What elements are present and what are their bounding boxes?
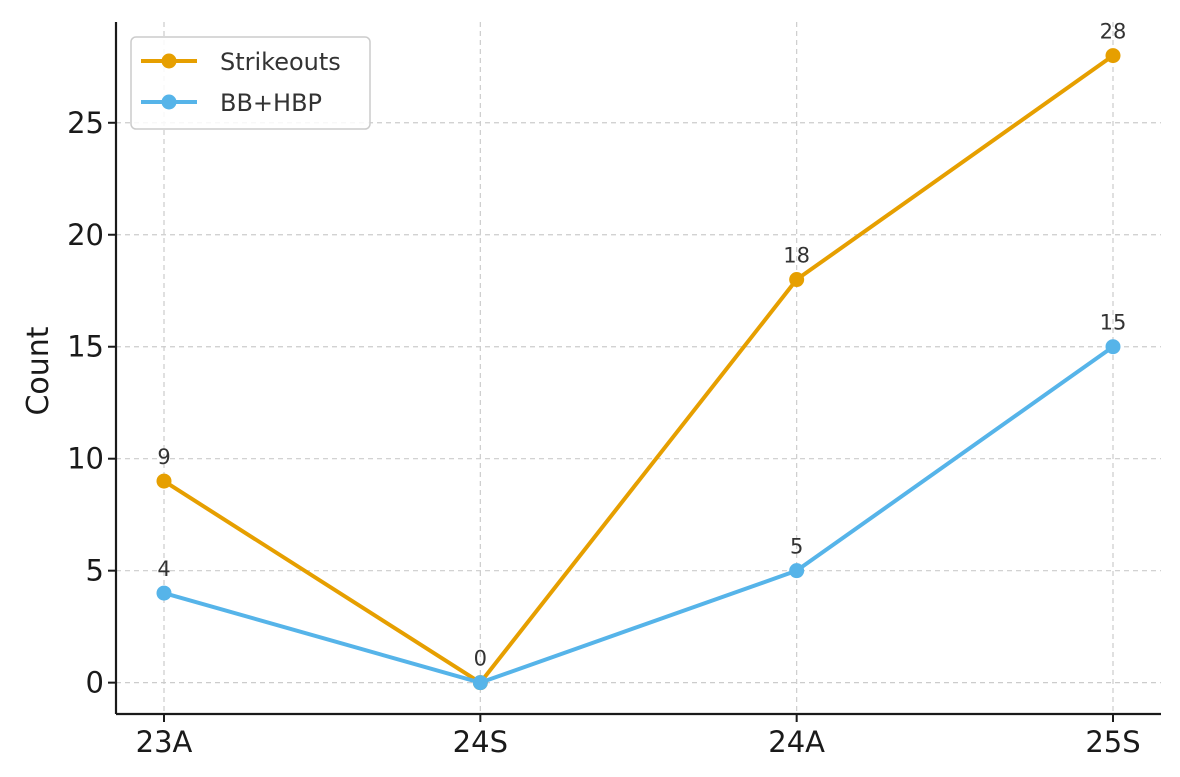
data-point-bb-hbp [789, 563, 805, 579]
y-tick-label: 5 [86, 554, 104, 588]
y-tick-label: 10 [67, 442, 104, 476]
data-point-bb-hbp [472, 675, 488, 691]
x-tick-label: 24S [453, 725, 508, 759]
legend-label-bb-hbp: BB+HBP [220, 89, 322, 117]
data-label: 4 [157, 557, 170, 581]
x-tick-label: 23A [136, 725, 193, 759]
y-tick-label: 0 [86, 666, 104, 700]
data-point-bb-hbp [156, 585, 172, 601]
data-label: 28 [1100, 20, 1127, 44]
legend: Strikeouts BB+HBP [130, 36, 371, 130]
data-label: 9 [157, 445, 170, 469]
legend-marker-bb-hbp [161, 94, 177, 110]
data-point-bb-hbp [1105, 339, 1121, 355]
legend-label-strikeouts: Strikeouts [220, 48, 341, 76]
series-layer [156, 48, 1121, 691]
data-point-strikeouts [156, 473, 172, 489]
series-line-bb-hbp [162, 344, 1115, 685]
series-line-strikeouts [162, 53, 1115, 685]
data-point-strikeouts [789, 272, 805, 288]
x-tick-label: 24A [768, 725, 825, 759]
x-tick-label: 25S [1085, 725, 1140, 759]
data-labels: 9 4 0 18 5 28 15 [157, 20, 1126, 671]
axes: 0 5 10 15 20 25 23A 24S 24A 25S [67, 22, 1161, 759]
y-tick-label: 20 [67, 218, 104, 252]
legend-marker-strikeouts [161, 53, 177, 69]
data-point-strikeouts [1105, 48, 1121, 64]
y-tick-label: 25 [67, 106, 104, 140]
y-axis-title: Count [21, 326, 56, 415]
y-tick-label: 15 [67, 330, 104, 364]
data-label: 15 [1100, 311, 1127, 335]
data-label: 0 [474, 647, 487, 671]
data-label: 18 [783, 244, 810, 268]
data-label: 5 [790, 535, 803, 559]
